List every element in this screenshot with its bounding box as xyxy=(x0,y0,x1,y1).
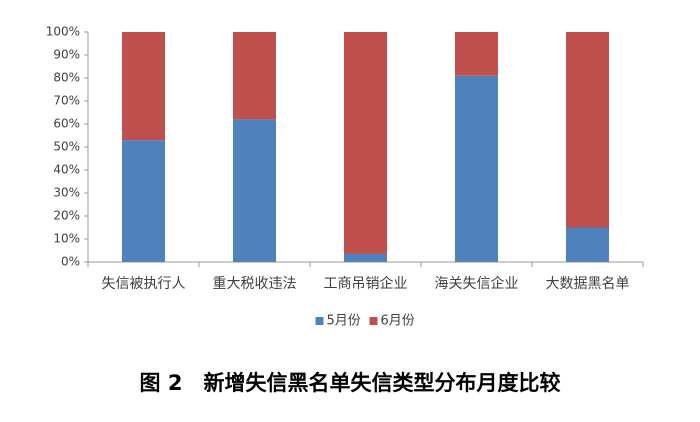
y-tick-label: 100% xyxy=(46,25,80,39)
x-tick-label: 大数据黑名单 xyxy=(546,276,630,292)
x-tick-label: 工商吊销企业 xyxy=(324,275,408,292)
bar-segment xyxy=(122,32,165,141)
y-tick-label: 80% xyxy=(53,71,80,85)
legend-swatch xyxy=(315,317,324,325)
y-tick-label: 30% xyxy=(53,186,80,200)
y-tick-label: 50% xyxy=(53,140,80,154)
x-tick-label: 失信被执行人 xyxy=(102,276,186,292)
legend-label: 6月份 xyxy=(381,314,415,329)
bar-segment xyxy=(233,32,276,120)
x-tick-label: 海关失信企业 xyxy=(435,275,519,292)
chart-title: 图 2 新增失信黑名单失信类型分布月度比较 xyxy=(140,371,561,395)
bar-segment xyxy=(566,227,609,262)
y-tick-label: 40% xyxy=(53,163,80,177)
y-tick-label: 70% xyxy=(53,94,80,108)
bar-segment xyxy=(233,119,276,263)
bar-segment xyxy=(455,75,498,262)
bar-segment xyxy=(344,253,387,262)
x-tick-label: 重大税收违法 xyxy=(213,276,297,292)
y-tick-label: 10% xyxy=(53,232,80,246)
legend-label: 5月份 xyxy=(327,314,361,329)
bar-segment xyxy=(122,140,165,262)
y-tick-label: 20% xyxy=(53,209,80,223)
bar-segment xyxy=(455,32,498,76)
y-tick-label: 0% xyxy=(61,255,80,269)
y-tick-label: 60% xyxy=(53,117,80,131)
bar-segment xyxy=(566,32,609,228)
legend-swatch xyxy=(369,317,378,325)
bar-segment xyxy=(344,32,387,254)
y-tick-label: 90% xyxy=(53,48,80,62)
